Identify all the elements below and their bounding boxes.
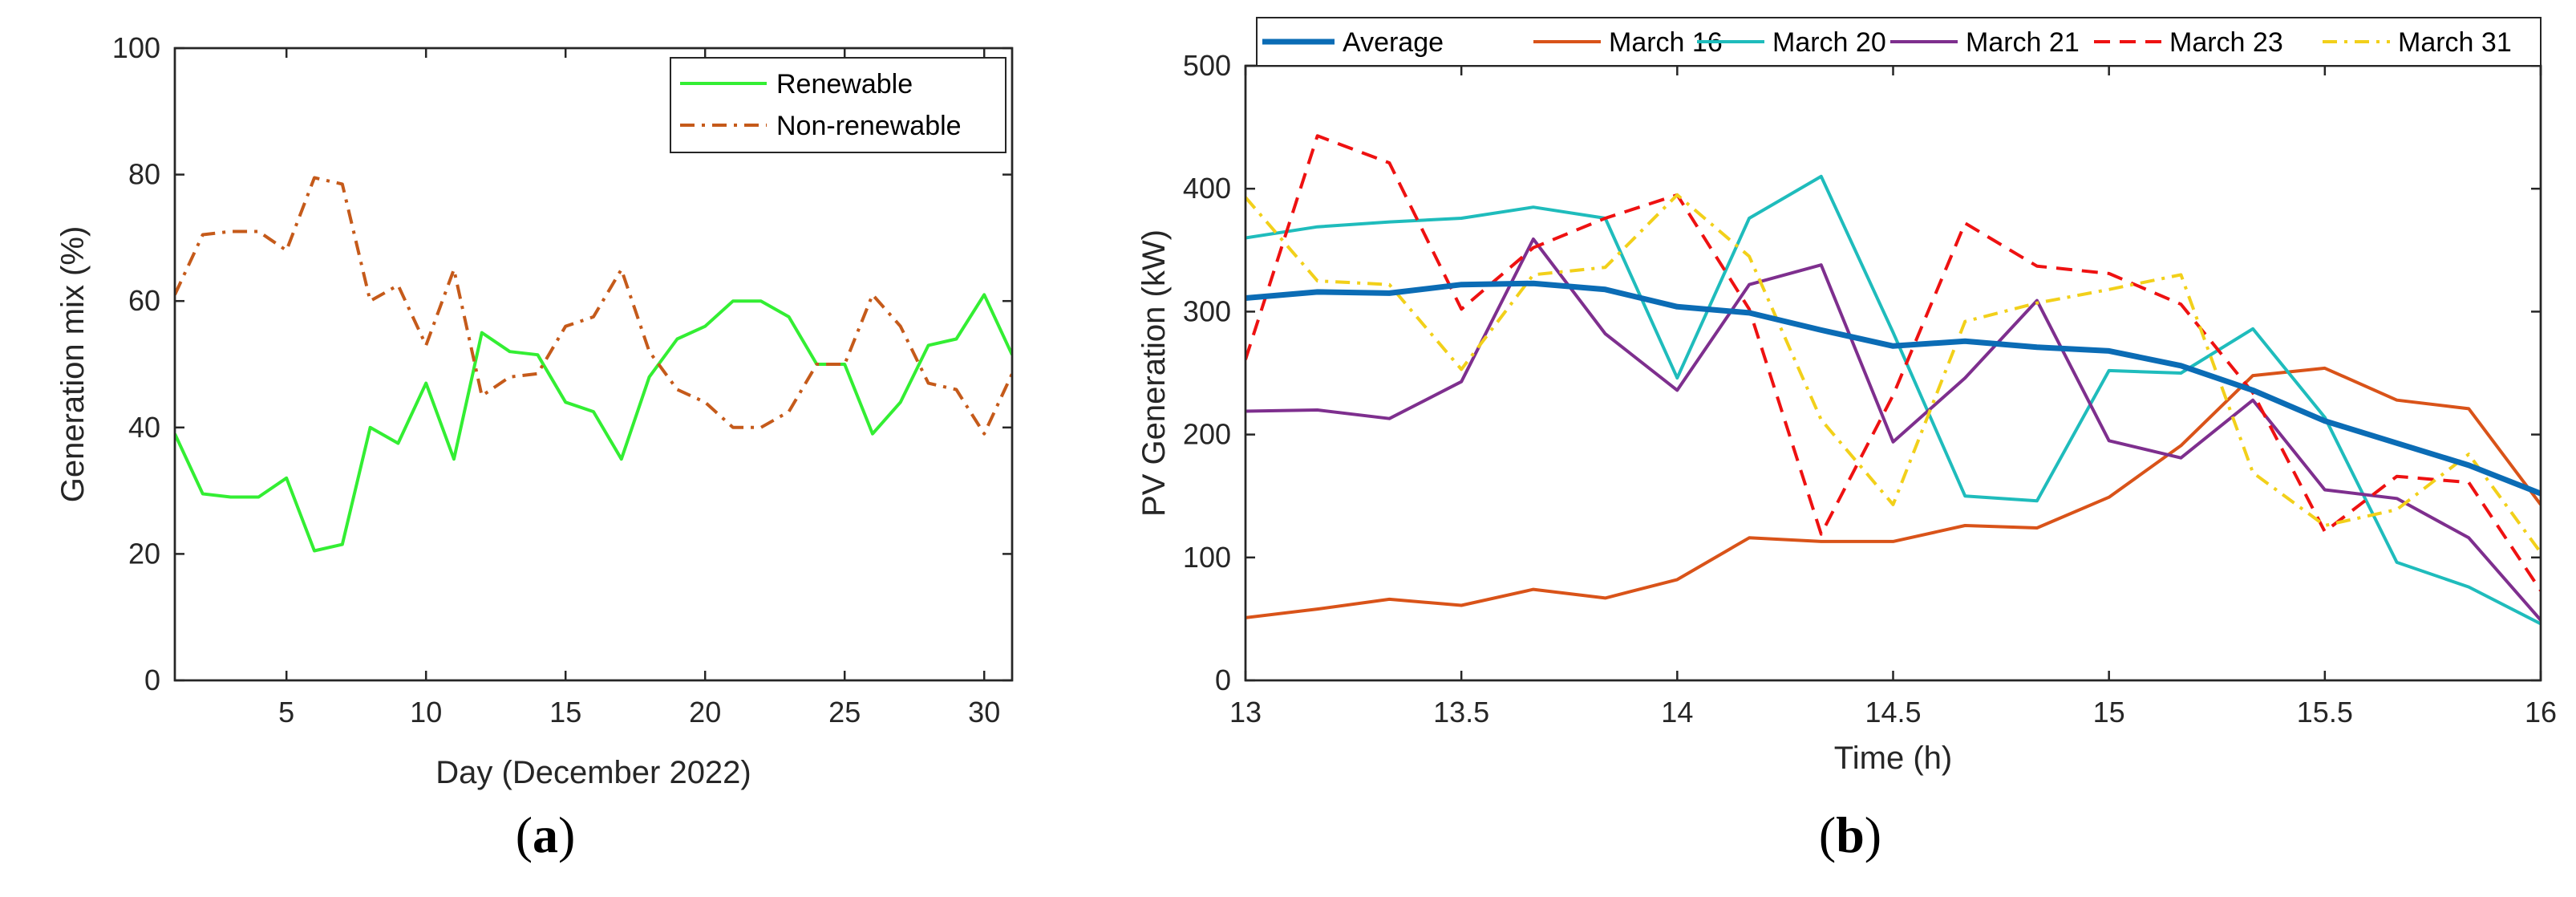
y-tick-label: 40 xyxy=(128,411,160,444)
legend-entry-label: March 31 xyxy=(2398,27,2512,58)
x-tick-label: 15.5 xyxy=(2297,696,2353,729)
series-line-non-renewable xyxy=(175,176,1012,436)
x-axis-label: Day (December 2022) xyxy=(435,755,751,790)
x-tick-label: 15 xyxy=(549,696,581,729)
panel-b-chart: 0 100 200 300 400 500 13 13.5 14 14.5 15 15.5 16 Time… xyxy=(1136,17,2557,863)
series-line-average xyxy=(1245,280,2541,497)
x-tick-label: 16 xyxy=(2525,696,2557,729)
x-tick-label: 5 xyxy=(278,696,294,729)
y-tick-label: 200 xyxy=(1183,418,1231,451)
series-group xyxy=(175,176,1012,553)
y-tick-label: 80 xyxy=(128,158,160,191)
y-axis-label: Generation mix (%) xyxy=(55,226,91,503)
y-tick-label: 300 xyxy=(1183,294,1231,327)
x-tick-label: 14 xyxy=(1661,696,1693,729)
panel-label: (b) xyxy=(1819,806,1881,863)
y-tick-label: 20 xyxy=(128,537,160,570)
x-tick-label: 13 xyxy=(1229,696,1262,729)
x-tick-label: 30 xyxy=(968,696,1000,729)
series-line-march-23 xyxy=(1245,134,2541,592)
legend-entry-label: March 20 xyxy=(1772,27,1886,58)
y-tick-label: 100 xyxy=(112,31,160,64)
series-group xyxy=(1245,134,2541,626)
x-tick-label: 14.5 xyxy=(1865,696,1921,729)
series-line-renewable xyxy=(175,293,1012,553)
panel-a-chart: 0 20 40 60 80 100 5 10 15 20 25 30 Day (December 202… xyxy=(55,31,1014,863)
x-tick-label: 25 xyxy=(828,696,861,729)
x-tick-label: 10 xyxy=(410,696,442,729)
legend-entry-label: Average xyxy=(1343,27,1444,58)
y-axis-label: PV Generation (kW) xyxy=(1136,229,1172,517)
plot-area-frame xyxy=(173,47,1014,682)
y-tick-label: 0 xyxy=(144,664,160,696)
panel-label-letter: a xyxy=(533,806,558,863)
x-tick-label: 13.5 xyxy=(1433,696,1489,729)
y-tick-label: 400 xyxy=(1183,172,1231,205)
plot-area-border xyxy=(173,47,1014,682)
y-tick-label: 100 xyxy=(1183,541,1231,574)
series-line-march-21 xyxy=(1245,237,2541,622)
legend-box xyxy=(670,57,1007,153)
panel-label-paren: ( xyxy=(516,806,533,863)
legend-entry-label: March 23 xyxy=(2169,27,2283,58)
series-line-march-16 xyxy=(1245,366,2541,619)
legend-entry-label: Non-renewable xyxy=(776,111,962,141)
x-tick-label: 15 xyxy=(2093,696,2125,729)
x-tick-label: 20 xyxy=(689,696,721,729)
panel-label-letter: b xyxy=(1836,806,1865,863)
y-tick-label: 0 xyxy=(1215,664,1231,696)
legend-entry-label: March 21 xyxy=(1966,27,2080,58)
x-axis-label: Time (h) xyxy=(1834,741,1952,776)
y-tick-label: 60 xyxy=(128,284,160,317)
y-tick-label: 500 xyxy=(1183,49,1231,82)
plot-area-frame xyxy=(1244,64,2542,682)
series-line-march-31 xyxy=(1245,193,2541,554)
panel-label-paren: ) xyxy=(558,806,575,863)
legend-entry-label: Renewable xyxy=(776,69,913,99)
panel-label-paren: ) xyxy=(1865,806,1881,863)
series-line-march-20 xyxy=(1245,174,2541,626)
panel-label-paren: ( xyxy=(1819,806,1836,863)
panel-label: (a) xyxy=(516,806,576,863)
